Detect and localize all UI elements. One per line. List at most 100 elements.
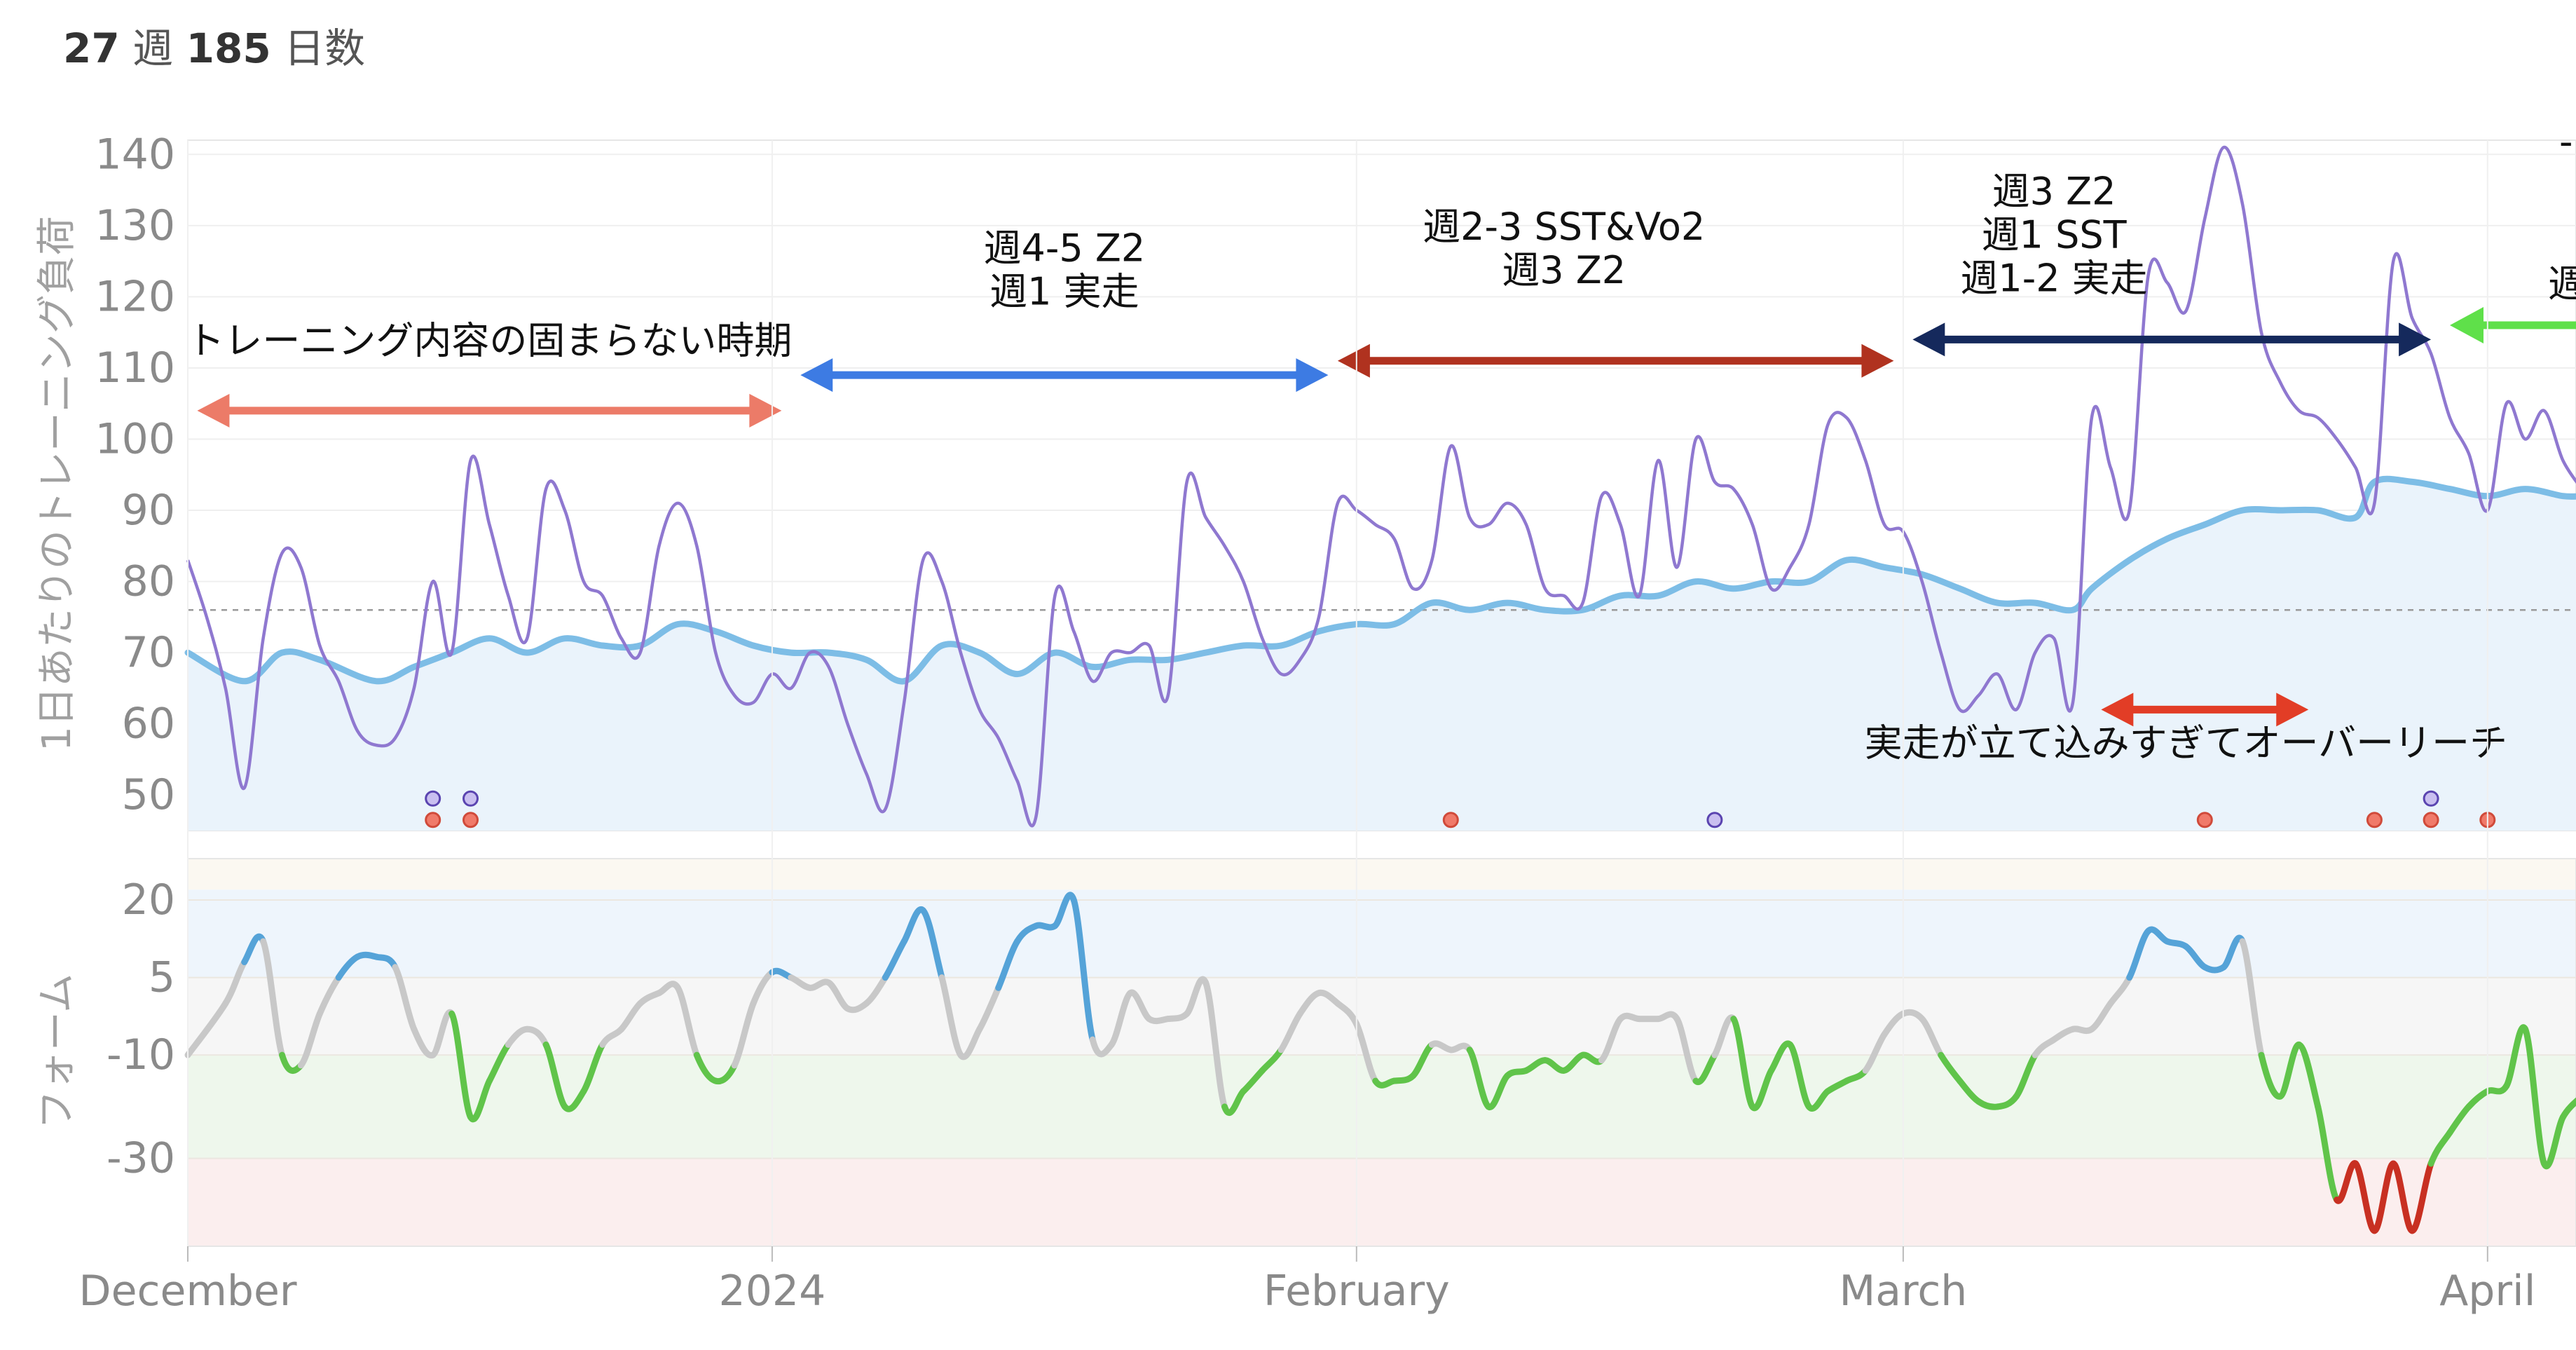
load-y-tick-label: 110 [95, 343, 175, 393]
load-y-tick-label: 120 [95, 272, 175, 321]
days-count: 185 [186, 25, 271, 72]
annotation-arrow-head-right [1861, 343, 1894, 378]
form-series-segment [1051, 892, 1077, 929]
load-y-tick-label: 140 [95, 130, 175, 179]
annotation-label: 週1-2 実走 [1960, 256, 2147, 300]
red-event-marker [2366, 812, 2383, 829]
form-series-segment [938, 974, 964, 1058]
form-series-segment [919, 907, 945, 981]
annotation-label: 週2-3 SST&Vo2 [1423, 205, 1705, 249]
form-series-segment [2522, 1025, 2547, 1167]
form-series-segment [2296, 1041, 2322, 1110]
weeks-count: 27 [63, 25, 120, 72]
x-axis-tick-label: December [78, 1267, 296, 1316]
annotation-label: 週1 実走 [989, 270, 1139, 314]
annotation-arrow-head-right [749, 393, 782, 428]
form-series-segment [542, 1041, 568, 1110]
form-series-segment [448, 1010, 474, 1121]
form-zone-zone_gray [188, 977, 2576, 1056]
form-series-segment [674, 984, 700, 1058]
offscreen-annotation-text: 週 [2548, 261, 2576, 306]
annotation-label: 週4-5 Z2 [983, 226, 1145, 271]
x-axis-tick-label: 2024 [719, 1267, 826, 1316]
offscreen-annotation-text: - [2559, 119, 2573, 163]
form-series-segment [260, 938, 285, 1058]
annotation-arrow-head-right [1296, 358, 1329, 393]
purple-event-marker [425, 790, 441, 807]
annotation-arrow-head-right [2399, 322, 2432, 357]
annotation-label: トレーニング内容の固まらない時期 [186, 319, 792, 363]
summary-header: 27 週 185 日数 [63, 15, 365, 74]
form-series-segment [1673, 1016, 1699, 1084]
annotation-label: 週3 Z2 [1502, 248, 1626, 292]
form-series-segment [1203, 979, 1228, 1110]
red-event-marker [2423, 812, 2439, 829]
annotation-arrow-head-left [800, 358, 833, 393]
purple-event-marker [2423, 790, 2439, 807]
form-series-segment [1353, 1021, 1379, 1084]
form-series-segment [1692, 1051, 1718, 1086]
form-series-segment [957, 1025, 983, 1061]
form-series-segment [1919, 1016, 1945, 1058]
red-event-marker [463, 812, 479, 829]
form-series-segment [2220, 934, 2246, 971]
annotation-arrow-head-left [197, 393, 230, 428]
form-series-segment [2315, 1103, 2341, 1204]
form-series-segment [882, 938, 907, 981]
load-y-tick-label: 70 [122, 628, 175, 677]
form-y-tick-label: -10 [107, 1030, 175, 1079]
annotation-1: トレーニング内容の固まらない時期 [186, 319, 792, 428]
form-zone-zone_blue [188, 889, 2576, 978]
form-y-axis-title: フォーム [34, 974, 80, 1129]
form-zone-zone_red [188, 1158, 2576, 1246]
form-series-segment [2541, 1114, 2566, 1170]
annotation-arrow-head-left [1337, 343, 1370, 378]
load-y-tick-label: 90 [122, 486, 175, 535]
form-series-segment [1787, 1041, 1812, 1110]
form-zone-zone_top [188, 859, 2576, 890]
days-unit: 日数 [284, 25, 366, 72]
annotation-arrow-head-right [2276, 693, 2309, 727]
form-series-segment [2559, 1097, 2576, 1121]
load-y-axis-title: 1日あたりのトレーニング負荷 [34, 216, 80, 751]
form-series-segment [184, 1000, 229, 1058]
x-axis-tick-label: February [1263, 1267, 1450, 1316]
form-y-tick-label: -30 [107, 1134, 175, 1183]
weeks-unit: 週 [132, 25, 174, 72]
form-series-segment [467, 1077, 493, 1123]
purple-event-marker [1706, 812, 1723, 829]
form-series-segment [392, 964, 418, 1032]
annotation-label: 週3 Z2 [1992, 169, 2116, 213]
form-y-tick-label: 20 [122, 875, 175, 925]
form-series-segment [523, 1025, 549, 1048]
form-series-segment [976, 984, 1002, 1032]
fitness-series-line [184, 475, 2576, 685]
load-y-tick-label: 100 [95, 414, 175, 463]
fitness-area-fill [188, 479, 2576, 831]
red-event-marker [2196, 812, 2213, 829]
form-series-segment [2013, 1051, 2039, 1100]
form-zone-zone_green [188, 1055, 2576, 1159]
x-axis-tick-label: April [2439, 1267, 2535, 1316]
form-series-segment [1184, 976, 1210, 1017]
form-series-segment [222, 959, 248, 1007]
load-y-tick-label: 50 [122, 770, 175, 819]
form-series-segment [2239, 938, 2265, 1058]
load-y-tick-label: 60 [122, 700, 175, 749]
form-series-segment [712, 1062, 738, 1085]
form-series-segment [2107, 974, 2133, 1007]
form-series-segment [580, 1041, 606, 1095]
form-series-segment [1334, 1000, 1360, 1028]
annotation-5: 実走が立て込みすぎてオーバーリーチ [1865, 693, 2507, 765]
load-y-tick-label: 130 [95, 201, 175, 250]
red-event-marker [425, 812, 441, 829]
form-series-segment [241, 933, 267, 965]
annotation-arrow-head-left [2101, 693, 2134, 727]
form-y-tick-label: 5 [149, 953, 175, 1002]
x-axis-tick-label: March [1839, 1267, 1967, 1316]
annotation-arrow-head-left [1912, 322, 1945, 357]
form-series-segment [995, 938, 1021, 991]
